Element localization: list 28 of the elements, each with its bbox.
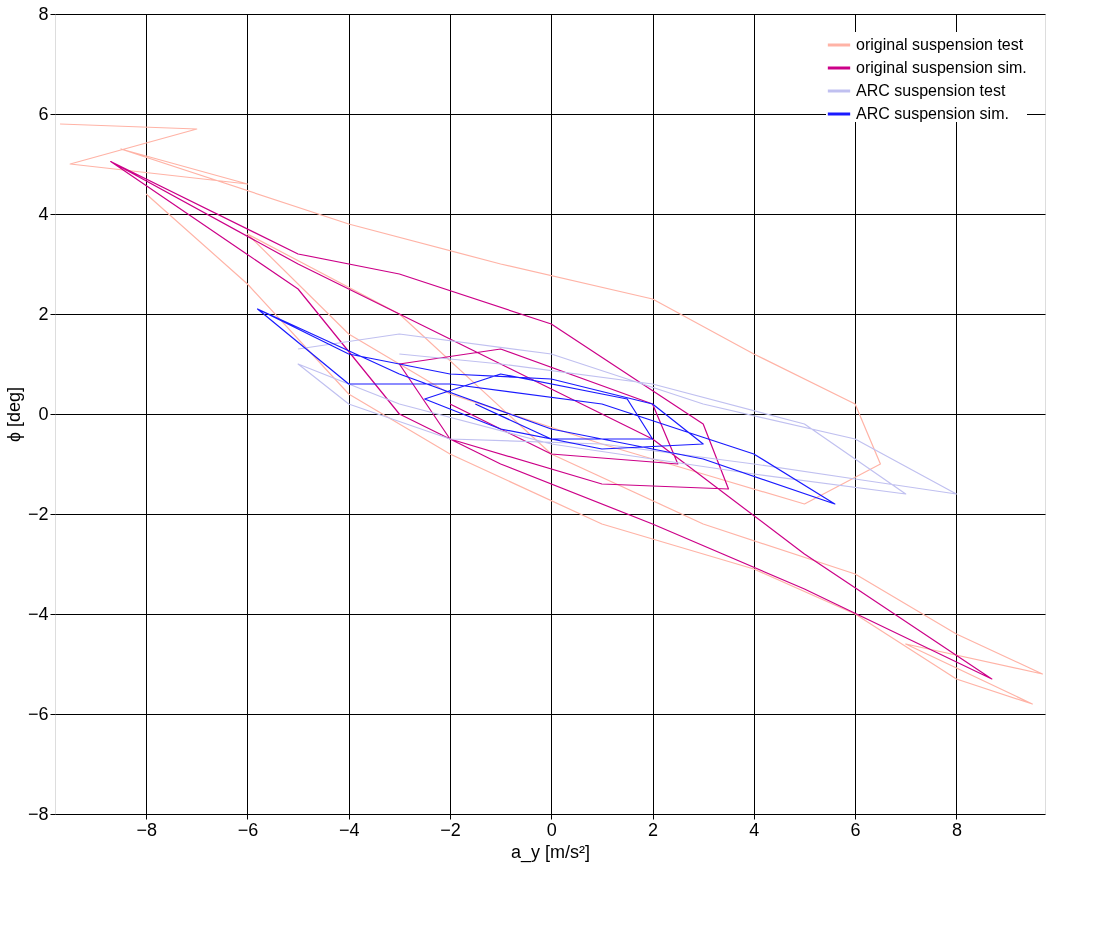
y-tick-label: 8	[38, 3, 49, 24]
line-series	[59, 123, 1044, 705]
x-tick-label: −4	[338, 819, 360, 840]
legend-label: ARC suspension sim.	[856, 105, 1009, 122]
y-tick-label: 2	[38, 303, 49, 324]
legend-label: original suspension sim.	[856, 59, 1027, 76]
x-tick-label: 0	[546, 819, 557, 840]
x-tick-label: 8	[951, 819, 962, 840]
x-axis-title: a_y [m/s²]	[510, 841, 591, 863]
x-tick-label: −8	[136, 819, 157, 840]
line-series	[297, 333, 957, 495]
line-series	[256, 308, 836, 505]
y-tick-label: 4	[38, 203, 49, 224]
legend-label: original suspension test	[856, 36, 1024, 53]
x-tick-label: 6	[850, 819, 861, 840]
line-series	[110, 160, 993, 680]
x-tick-label: −2	[440, 819, 461, 840]
y-tick-label: −6	[27, 703, 49, 724]
y-tick-label: −2	[27, 503, 49, 524]
x-tick-label: 2	[648, 819, 659, 840]
legend-label: ARC suspension test	[856, 82, 1006, 99]
y-tick-label: 0	[38, 403, 49, 424]
y-tick-label: 6	[38, 103, 49, 124]
y-tick-label: −8	[27, 803, 49, 824]
y-axis-title: ϕ [deg]	[3, 386, 24, 443]
x-tick-label: 4	[749, 819, 760, 840]
x-tick-label: −6	[237, 819, 259, 840]
y-tick-label: −4	[27, 603, 49, 624]
